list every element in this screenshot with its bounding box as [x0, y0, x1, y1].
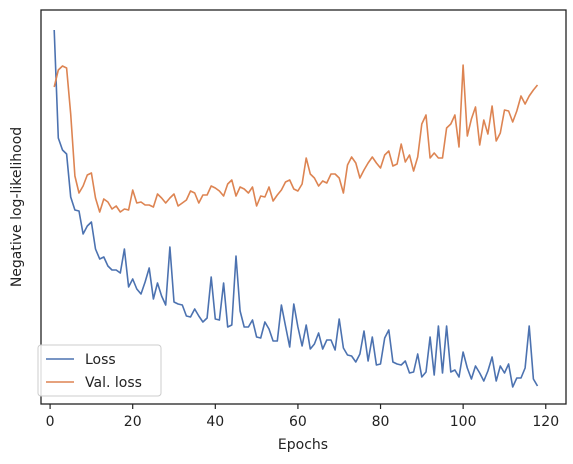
x-tick-label: 100 [450, 414, 477, 430]
line [53, 29, 539, 388]
x-tick-label: 20 [124, 414, 142, 430]
plot-frame [40, 9, 567, 405]
legend [37, 344, 162, 397]
x-tick-label: 80 [372, 414, 390, 430]
legend-label: Loss [85, 352, 116, 368]
line [53, 64, 539, 213]
legend-label: Val. loss [85, 375, 142, 391]
x-tick-label: 120 [532, 414, 559, 430]
x-tick-label: 0 [46, 414, 55, 430]
x-tick-label: 60 [289, 414, 307, 430]
x-axis-label: Epochs [278, 437, 328, 453]
x-tick-label: 40 [206, 414, 224, 430]
y-axis-label: Negative log-likelihood [9, 127, 25, 287]
